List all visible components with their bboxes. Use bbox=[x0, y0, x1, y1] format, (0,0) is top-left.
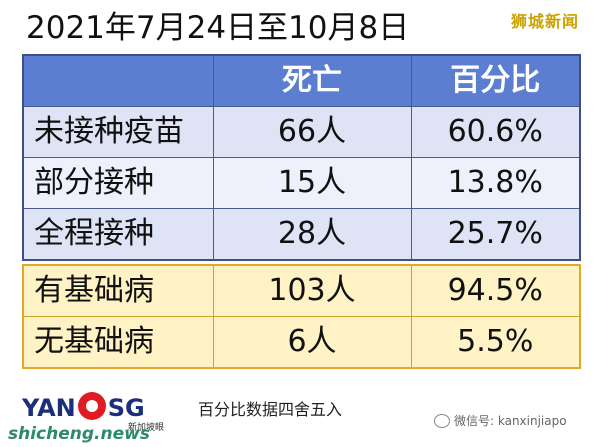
logo-text-right: SG bbox=[107, 394, 145, 422]
table-header-row: 死亡 百分比 bbox=[22, 54, 581, 107]
row-label: 有基础病 bbox=[22, 264, 214, 317]
rounding-note: 百分比数据四舍五入 bbox=[198, 400, 343, 419]
row-label: 部分接种 bbox=[22, 157, 214, 209]
header-percent: 百分比 bbox=[410, 54, 581, 107]
row-deaths: 6人 bbox=[212, 316, 412, 369]
row-label: 未接种疫苗 bbox=[22, 106, 214, 158]
footer: YAN SG 新加坡眼 百分比数据四舍五入 微信号: kanxinjiapo sh… bbox=[0, 384, 601, 447]
table-row: 部分接种 15人 13.8% bbox=[22, 157, 581, 209]
table-row: 无基础病 6人 5.5% bbox=[22, 316, 581, 369]
logo-subtitle: 新加坡眼 bbox=[128, 423, 165, 433]
watermark: 狮城新闻 bbox=[510, 12, 579, 31]
wechat-id: 微信号: kanxinjiapo bbox=[434, 412, 567, 429]
table-row: 未接种疫苗 66人 60.6% bbox=[22, 106, 581, 158]
row-deaths: 66人 bbox=[212, 106, 412, 158]
site-watermark: shicheng.news bbox=[8, 424, 150, 444]
magnifier-icon bbox=[77, 392, 106, 420]
wechat-icon bbox=[434, 414, 450, 428]
header-empty bbox=[22, 54, 214, 107]
header-deaths: 死亡 bbox=[212, 54, 412, 107]
stats-table-conditions: 有基础病 103人 94.5% 无基础病 6人 5.5% bbox=[22, 264, 581, 369]
row-percent: 25.7% bbox=[410, 208, 581, 261]
stats-table-vaccination: 死亡 百分比 未接种疫苗 66人 60.6% 部分接种 15人 13.8% 全程… bbox=[22, 54, 581, 261]
row-deaths: 103人 bbox=[212, 264, 412, 317]
row-percent: 13.8% bbox=[410, 157, 581, 209]
row-label: 全程接种 bbox=[22, 208, 214, 261]
logo-text-left: YAN bbox=[22, 394, 76, 422]
row-percent: 5.5% bbox=[410, 316, 581, 369]
row-deaths: 28人 bbox=[212, 208, 412, 261]
row-label: 无基础病 bbox=[22, 316, 214, 369]
table-row: 全程接种 28人 25.7% bbox=[22, 208, 581, 261]
page-title: 2021年7月24日至10月8日 bbox=[26, 10, 410, 46]
row-deaths: 15人 bbox=[212, 157, 412, 209]
row-percent: 60.6% bbox=[410, 106, 581, 158]
row-percent: 94.5% bbox=[410, 264, 581, 317]
table-row: 有基础病 103人 94.5% bbox=[22, 264, 581, 317]
yansg-logo: YAN SG bbox=[22, 392, 145, 422]
wechat-text: 微信号: kanxinjiapo bbox=[454, 414, 567, 428]
